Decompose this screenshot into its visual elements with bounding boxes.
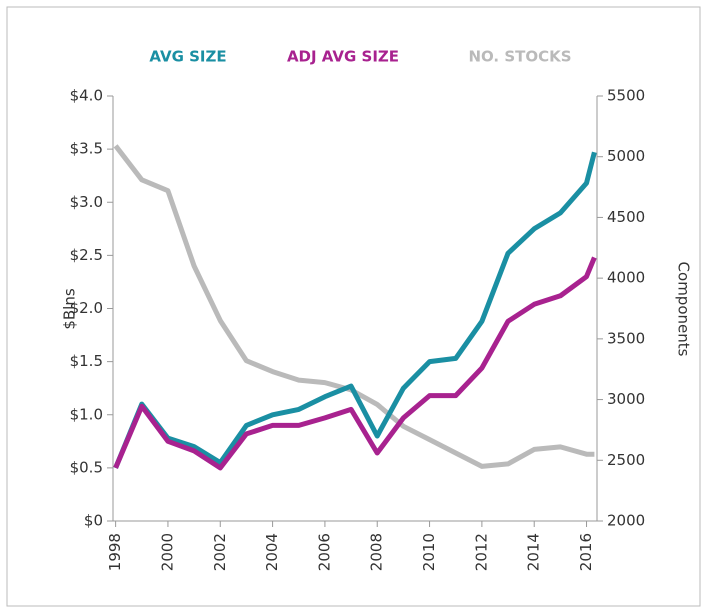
x-tick-label: 2008: [368, 533, 386, 571]
y-tick-label: $2.0: [70, 299, 103, 317]
legend-label: NO. STOCKS: [468, 48, 571, 66]
y2-tick-label: 4000: [607, 269, 645, 287]
series-line: [113, 151, 597, 469]
x-tick-label: 2000: [158, 533, 176, 571]
y2-tick-label: 2000: [607, 512, 645, 530]
y-tick-label: $0: [84, 512, 103, 530]
y2-tick-label: 5500: [607, 87, 645, 105]
y2-tick-label: 5000: [607, 147, 645, 165]
x-tick-label: 2016: [577, 533, 595, 571]
y2-tick-label: 2500: [607, 451, 645, 469]
y-tick-label: $3.0: [70, 193, 103, 211]
x-tick-label: 2004: [263, 533, 281, 571]
y2-tick-label: 4500: [607, 208, 645, 226]
x-tick-label: 2002: [211, 533, 229, 571]
y-tick-label: $1.5: [70, 352, 103, 370]
x-tick-label: 1998: [106, 533, 124, 571]
y2-axis-title: Components: [675, 262, 693, 357]
y-tick-label: $0.5: [70, 458, 103, 476]
y2-tick-label: 3000: [607, 390, 645, 408]
x-tick-label: 2010: [420, 533, 438, 571]
series-line: [113, 256, 597, 471]
y-tick-label: $2.5: [70, 246, 103, 264]
x-tick-label: 2006: [315, 533, 333, 571]
y2-tick-label: 3500: [607, 329, 645, 347]
legend-label: AVG SIZE: [149, 48, 226, 66]
y-tick-label: $3.5: [70, 140, 103, 158]
y-axis-title: $Blns: [61, 288, 79, 330]
legend-label: ADJ AVG SIZE: [287, 48, 399, 66]
series-line: [113, 144, 595, 469]
frame: [6, 6, 701, 607]
y-tick-label: $4.0: [70, 87, 103, 105]
x-tick-label: 2012: [472, 533, 490, 571]
x-tick-label: 2014: [525, 533, 543, 571]
y-tick-label: $1.0: [70, 405, 103, 423]
